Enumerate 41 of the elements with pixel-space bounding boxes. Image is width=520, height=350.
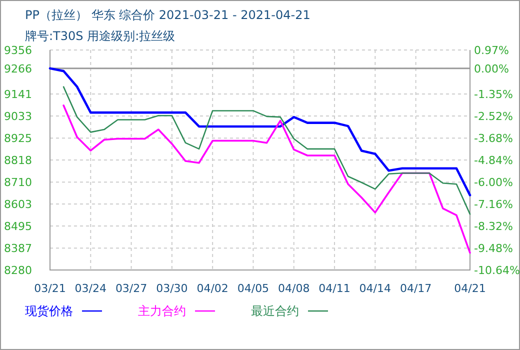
legend-label: 最近合约 <box>251 304 299 318</box>
y-tick-label: 8280 <box>4 264 32 277</box>
y-tick-label: 9141 <box>4 88 32 101</box>
x-tick-label: 04/11 <box>318 282 350 295</box>
y2-tick-label: -9.48% <box>474 242 513 256</box>
x-tick-label: 03/21 <box>34 282 66 295</box>
y2-tick-label: 0.97% <box>474 44 509 57</box>
x-tick-label: 03/27 <box>115 282 148 295</box>
y2-tick-label: -3.68% <box>474 132 513 146</box>
x-tick-label: 04/05 <box>237 282 270 295</box>
line-series <box>62 104 471 254</box>
x-tick-label: 04/21 <box>454 282 486 295</box>
legend-label: 主力合约 <box>138 304 186 318</box>
x-tick-label: 03/30 <box>156 282 188 295</box>
y-tick-label: 8603 <box>4 198 32 211</box>
y2-tick-label: -8.32% <box>474 220 513 234</box>
x-tick-label: 04/17 <box>400 282 432 295</box>
line-series <box>48 67 472 196</box>
y-tick-label: 8925 <box>4 132 32 146</box>
x-tick-label: 04/14 <box>359 282 392 295</box>
x-tick-label: 03/24 <box>74 282 106 295</box>
x-tick-label: 04/02 <box>196 282 228 295</box>
y-tick-label: 8495 <box>4 220 32 234</box>
y-tick-label: 8387 <box>4 242 32 256</box>
y2-tick-label: -1.35% <box>474 88 513 101</box>
y-tick-label: 9266 <box>4 62 32 76</box>
y-tick-label: 8710 <box>4 176 32 190</box>
y2-tick-label: -6.00% <box>474 176 513 190</box>
legend-label: 现货价格 <box>25 304 73 318</box>
y2-tick-label: 0.00% <box>474 62 509 76</box>
y-tick-label: 8818 <box>4 154 32 167</box>
y-tick-label: 9356 <box>4 44 32 57</box>
y-tick-label: 9033 <box>4 110 32 124</box>
y2-tick-label: -2.52% <box>474 110 513 124</box>
chart-subtitle: 牌号:T30S 用途级别:拉丝级 <box>25 29 176 43</box>
y2-tick-label: -7.16% <box>474 198 513 212</box>
y2-tick-label: -4.84% <box>474 154 513 168</box>
y2-tick-label: -10.64% <box>474 264 520 277</box>
line-series <box>62 86 471 215</box>
x-tick-label: 04/08 <box>278 282 310 295</box>
chart-title: PP（拉丝） 华东 综合价 2021-03-21 - 2021-04-21 <box>25 8 310 22</box>
